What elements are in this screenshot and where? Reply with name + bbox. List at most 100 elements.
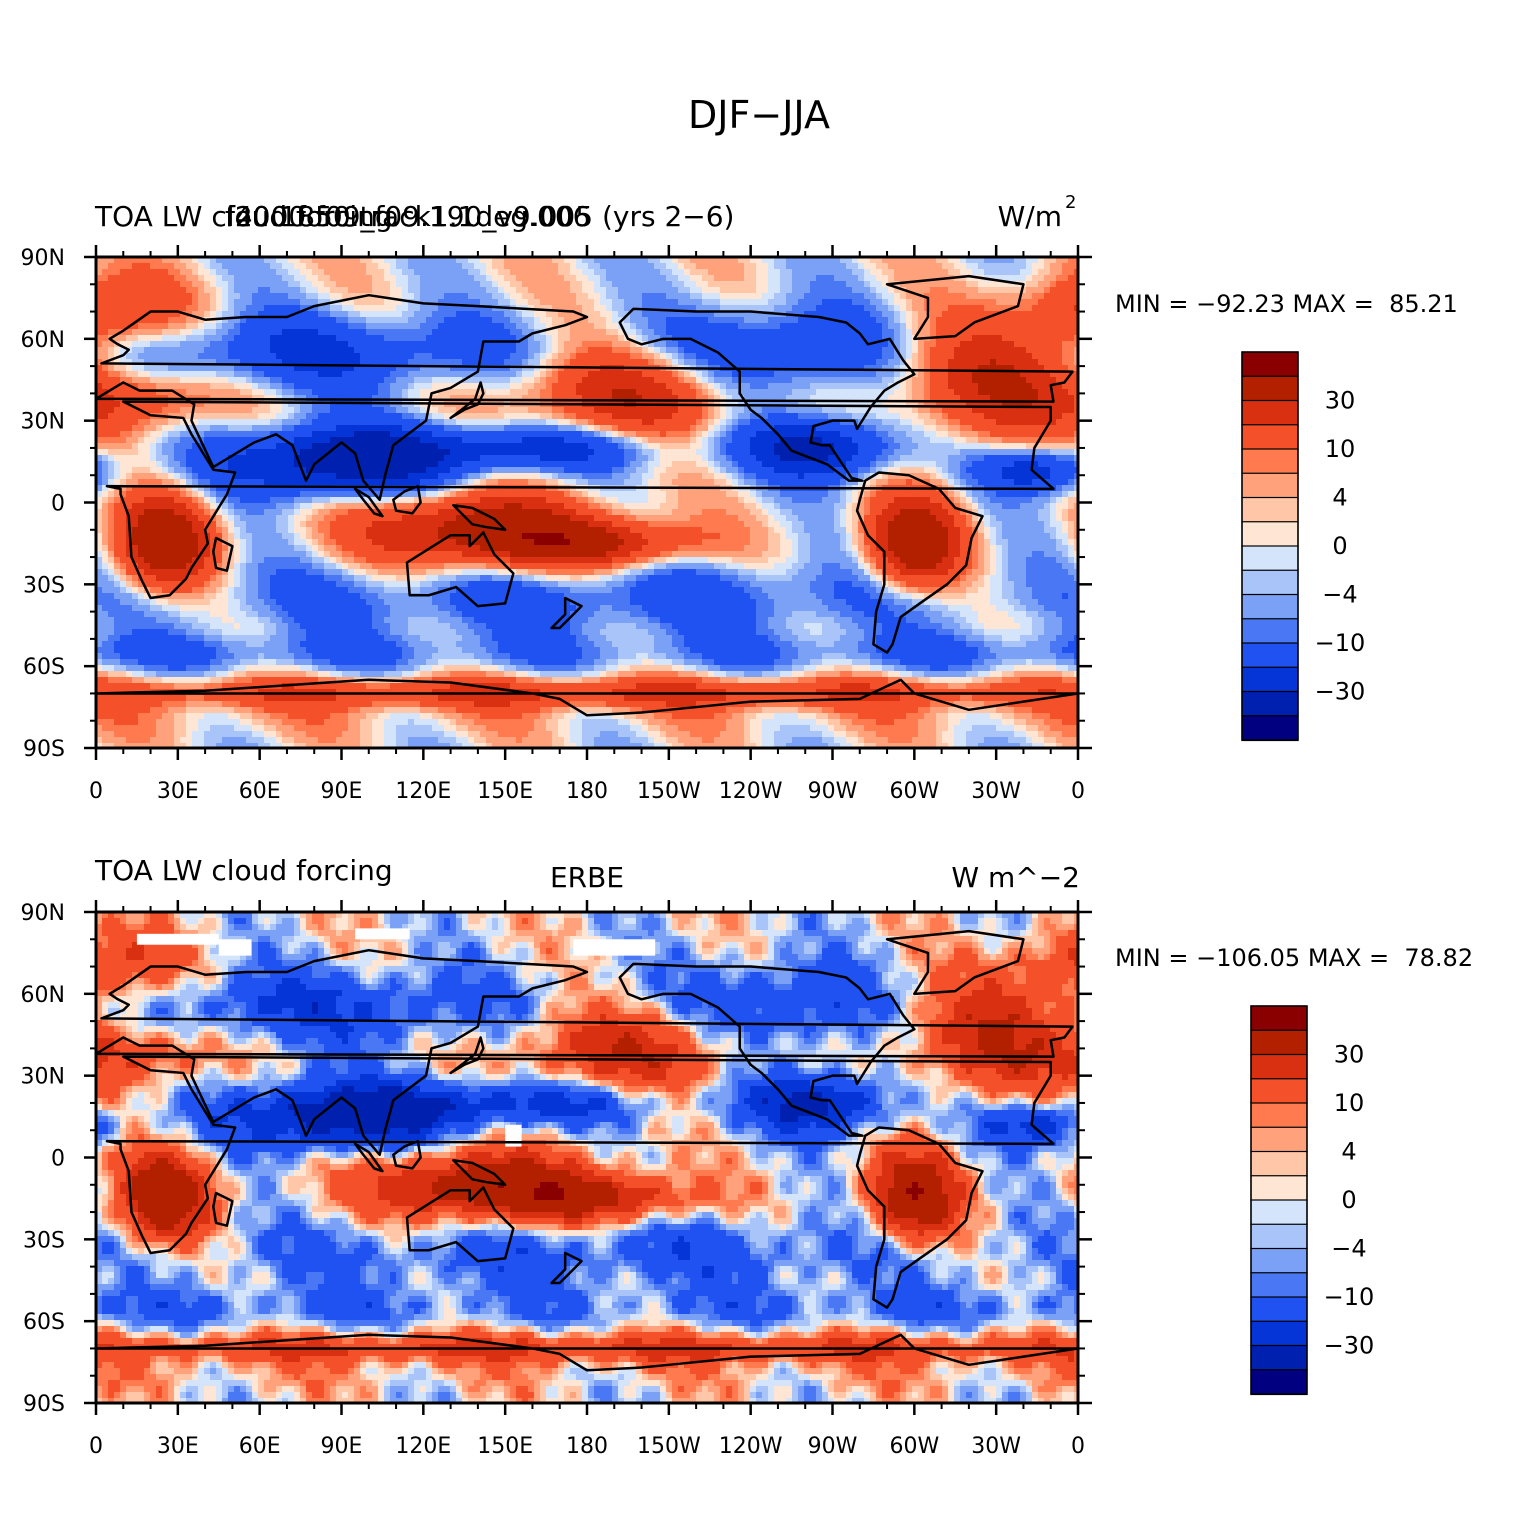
field-cell <box>144 269 151 276</box>
field-cell <box>570 353 577 360</box>
field-cell <box>246 299 253 306</box>
field-cell <box>966 377 973 384</box>
field-cell <box>798 395 805 402</box>
field-cell <box>372 299 379 306</box>
field-cell <box>414 395 421 402</box>
field-cell <box>318 359 325 366</box>
field-cell <box>204 347 211 354</box>
field-cell <box>918 419 925 426</box>
field-cell <box>1002 323 1009 330</box>
field-cell <box>1038 425 1045 432</box>
field-cell <box>942 263 949 270</box>
field-cell <box>672 383 679 390</box>
field-cell <box>306 257 313 264</box>
field-cell <box>156 317 163 324</box>
field-cell <box>510 257 517 264</box>
field-cell <box>972 263 979 270</box>
field-cell <box>984 257 991 264</box>
field-cell <box>120 323 127 330</box>
field-cell <box>648 281 655 288</box>
field-cell <box>306 311 313 318</box>
field-cell <box>954 335 961 342</box>
field-cell <box>996 353 1003 360</box>
field-cell <box>342 335 349 342</box>
field-cell <box>624 305 631 312</box>
field-cell <box>960 431 967 438</box>
field-cell <box>756 329 763 336</box>
field-cell <box>594 371 601 378</box>
panel-model-center-title: f40.1850.track1.1deg.006 <box>225 200 590 233</box>
field-cell <box>384 389 391 396</box>
field-cell <box>822 425 829 432</box>
field-cell <box>120 377 127 384</box>
field-cell <box>870 335 877 342</box>
field-cell <box>984 299 991 306</box>
field-cell <box>384 329 391 336</box>
field-cell <box>444 341 451 348</box>
field-cell <box>414 329 421 336</box>
field-cell <box>732 383 739 390</box>
field-cell <box>846 359 853 366</box>
field-cell <box>768 299 775 306</box>
field-cell <box>264 371 271 378</box>
field-cell <box>876 389 883 396</box>
field-cell <box>294 341 301 348</box>
field-cell <box>684 353 691 360</box>
field-cell <box>402 317 409 324</box>
field-cell <box>282 419 289 426</box>
field-cell <box>774 317 781 324</box>
field-cell <box>120 413 127 420</box>
field-cell <box>450 407 457 414</box>
field-cell <box>354 299 361 306</box>
field-cell <box>312 401 319 408</box>
field-cell <box>888 371 895 378</box>
field-cell <box>408 287 415 294</box>
field-cell <box>684 299 691 306</box>
field-cell <box>216 263 223 270</box>
field-cell <box>348 269 355 276</box>
field-cell <box>678 281 685 288</box>
field-cell <box>114 425 121 432</box>
field-cell <box>486 275 493 282</box>
field-cell <box>912 383 919 390</box>
field-cell <box>744 269 751 276</box>
field-cell <box>606 431 613 438</box>
field-cell <box>462 335 469 342</box>
field-cell <box>624 341 631 348</box>
field-cell <box>198 281 205 288</box>
field-cell <box>822 329 829 336</box>
field-cell <box>228 341 235 348</box>
field-cell <box>882 371 889 378</box>
field-cell <box>966 311 973 318</box>
field-cell <box>516 371 523 378</box>
field-cell <box>120 437 127 444</box>
field-cell <box>864 395 871 402</box>
field-cell <box>378 377 385 384</box>
field-cell <box>462 293 469 300</box>
field-cell <box>648 335 655 342</box>
field-cell <box>294 263 301 270</box>
field-cell <box>822 335 829 342</box>
field-cell <box>582 413 589 420</box>
field-cell <box>846 263 853 270</box>
field-cell <box>966 269 973 276</box>
field-cell <box>474 281 481 288</box>
field-cell <box>234 269 241 276</box>
field-cell <box>924 293 931 300</box>
field-cell <box>258 413 265 420</box>
field-cell <box>696 419 703 426</box>
field-cell <box>966 425 973 432</box>
field-cell <box>846 305 853 312</box>
field-cell <box>984 395 991 402</box>
field-cell <box>798 323 805 330</box>
field-cell <box>186 263 193 270</box>
field-cell <box>534 293 541 300</box>
field-cell <box>654 311 661 318</box>
field-cell <box>960 263 967 270</box>
field-cell <box>474 437 481 444</box>
field-cell <box>702 269 709 276</box>
field-cell <box>312 353 319 360</box>
field-cell <box>786 353 793 360</box>
field-cell <box>306 275 313 282</box>
field-cell <box>1026 317 1033 324</box>
